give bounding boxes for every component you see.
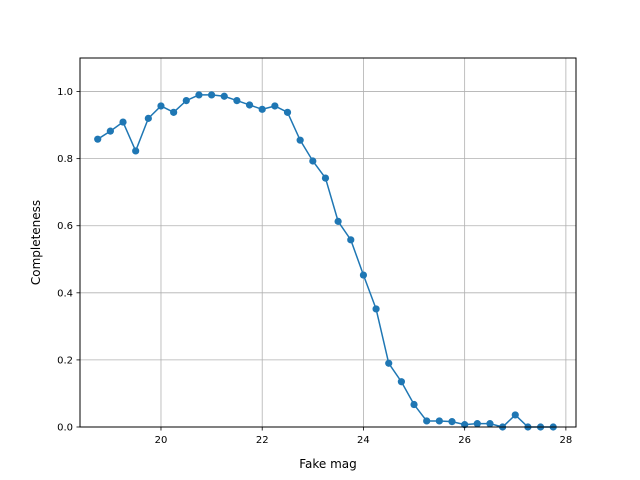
x-tick-label: 28 [560,435,573,446]
data-point [258,105,266,113]
data-point [397,378,405,386]
data-point [423,417,431,425]
axes-frame [79,57,577,428]
x-tick-label: 22 [256,435,269,446]
data-point [347,236,355,244]
data-point [220,92,228,100]
data-point [372,305,380,313]
data-point [283,108,292,116]
data-point [132,147,140,155]
data-point [94,135,102,143]
y-tick-label: 0.4 [57,288,73,299]
x-tick-label: 24 [357,435,370,446]
y-tick-label: 0.0 [57,423,73,434]
data-point [359,271,368,279]
data-point [233,97,241,105]
data-point [207,91,216,99]
data-point [334,217,342,225]
data-point [435,417,443,425]
series-layer [94,91,557,431]
data-point [245,101,254,109]
y-tick-label: 0.6 [57,221,73,232]
data-point [106,127,114,135]
x-tick-label: 20 [155,435,168,446]
data-point [385,359,393,367]
plot-area: 20 22 24 26 28 0.0 0.2 0.4 0.6 0.8 1.0 [57,57,577,446]
ticks: 20 22 24 26 28 0.0 0.2 0.4 0.6 0.8 1.0 [57,87,572,446]
data-point [296,136,304,144]
x-tick-label: 26 [458,435,471,446]
x-axis-label: Fake mag [299,457,357,471]
data-point [461,421,469,429]
data-point [486,420,494,428]
y-tick-label: 0.8 [57,154,73,165]
data-point [309,157,317,165]
y-axis-label: Completeness [29,200,43,285]
data-point [473,420,481,428]
data-point [119,118,127,126]
data-point [170,108,178,116]
data-point [182,97,190,105]
data-point [511,411,519,419]
data-point [271,102,279,110]
data-point [321,174,330,182]
y-tick-label: 0.2 [57,355,73,366]
y-tick-label: 1.0 [57,87,73,98]
data-point [157,102,165,110]
data-point [448,418,456,426]
data-point [195,91,203,99]
data-point [410,400,418,409]
data-point [144,114,152,122]
